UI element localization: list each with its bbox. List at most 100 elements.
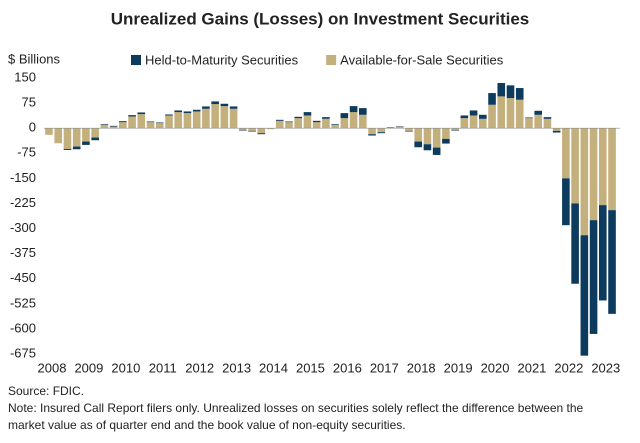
bar-segment bbox=[211, 101, 219, 105]
bar-segment bbox=[165, 114, 173, 116]
x-tick-label: 2008 bbox=[38, 360, 67, 375]
y-axis-label: $ Billions bbox=[8, 51, 61, 66]
bar-segment bbox=[146, 122, 155, 129]
y-tick-label: 75 bbox=[22, 95, 36, 110]
bar-segment bbox=[589, 128, 598, 221]
bar-segment bbox=[414, 128, 422, 142]
bar-segment bbox=[266, 128, 275, 130]
bar-segment bbox=[571, 128, 579, 204]
bar-segment bbox=[229, 108, 238, 129]
bar-segment bbox=[497, 83, 506, 97]
bar-segment bbox=[395, 126, 404, 129]
bar-segment bbox=[192, 111, 201, 129]
bar-segment bbox=[442, 128, 450, 139]
bar-segment bbox=[109, 126, 118, 129]
bar-segment bbox=[100, 124, 109, 129]
bar-segment bbox=[552, 128, 561, 131]
bar-segment bbox=[386, 127, 395, 129]
bar-segment bbox=[220, 106, 229, 129]
chart: Unrealized Gains (Losses) on Investment … bbox=[8, 9, 620, 375]
bar-segment bbox=[340, 118, 349, 129]
bar-segment bbox=[442, 138, 450, 144]
bar-segment bbox=[294, 118, 303, 129]
bar-segment bbox=[608, 210, 616, 314]
bar-segment bbox=[137, 112, 146, 115]
bar-segment bbox=[54, 128, 63, 144]
bar-segment bbox=[331, 124, 339, 129]
note-line: market value as of quarter end and the b… bbox=[8, 418, 406, 432]
y-tick-label: -675 bbox=[10, 345, 36, 360]
bar-segment bbox=[580, 235, 589, 356]
bar-segment bbox=[82, 128, 90, 142]
chart-title: Unrealized Gains (Losses) on Investment … bbox=[111, 9, 530, 28]
bar-segment bbox=[91, 128, 99, 138]
bar-segment bbox=[377, 128, 386, 133]
bar-segment bbox=[359, 114, 367, 129]
bar-segment bbox=[63, 128, 72, 149]
bar-segment bbox=[349, 112, 358, 129]
bar-segment bbox=[100, 124, 109, 125]
bar-segment bbox=[72, 128, 81, 147]
bar-segment bbox=[91, 137, 99, 141]
bar-segment bbox=[285, 121, 293, 123]
bar-segment bbox=[515, 99, 524, 129]
bar-segment bbox=[303, 112, 312, 116]
bar-segment bbox=[562, 178, 570, 226]
bar-segment bbox=[146, 121, 155, 123]
legend-swatch bbox=[326, 55, 337, 65]
bar-segment bbox=[183, 113, 192, 129]
bar-segment bbox=[174, 110, 183, 113]
bar-segment bbox=[202, 106, 210, 109]
bar-segment bbox=[377, 132, 386, 134]
bar-segment bbox=[580, 128, 589, 236]
bar-segment bbox=[414, 141, 422, 148]
y-tick-label: -225 bbox=[10, 195, 36, 210]
bar-segment bbox=[552, 130, 561, 133]
bar-segment bbox=[312, 120, 321, 123]
y-tick-label: -150 bbox=[10, 170, 36, 185]
bar-segment bbox=[543, 117, 552, 119]
bar-segment bbox=[405, 130, 413, 132]
y-tick-label: -600 bbox=[10, 320, 36, 335]
bar-segment bbox=[275, 120, 284, 129]
legend-swatch bbox=[131, 55, 141, 65]
bar-segment bbox=[257, 133, 266, 135]
x-tick-label: 2010 bbox=[111, 360, 140, 375]
bar-segment bbox=[460, 118, 469, 129]
bar-segment bbox=[322, 118, 330, 129]
bar-segment bbox=[368, 134, 376, 136]
bar-segment bbox=[368, 128, 376, 135]
bar-segment bbox=[72, 146, 81, 150]
bar-segment bbox=[488, 104, 496, 129]
x-tick-label: 2022 bbox=[554, 360, 583, 375]
bar-segment bbox=[257, 128, 266, 134]
legend-label: Available-for-Sale Securities bbox=[340, 52, 504, 67]
bar-segment bbox=[137, 114, 146, 129]
bar-segment bbox=[155, 123, 164, 129]
bar-segment bbox=[322, 117, 330, 119]
bar-segment bbox=[303, 115, 312, 129]
bar-segment bbox=[599, 205, 607, 301]
bar-segment bbox=[460, 115, 469, 119]
bar-segment bbox=[202, 108, 210, 129]
bar-segment bbox=[589, 220, 598, 334]
bar-segment bbox=[525, 118, 533, 129]
bar-segment bbox=[248, 128, 256, 131]
y-tick-label: -300 bbox=[10, 220, 36, 235]
bar-segment bbox=[571, 203, 579, 284]
bar-segment bbox=[543, 118, 552, 129]
bar-segment bbox=[525, 117, 533, 119]
bar-segment bbox=[285, 122, 293, 129]
y-tick-label: -450 bbox=[10, 270, 36, 285]
x-tick-label: 2020 bbox=[481, 360, 510, 375]
x-tick-label: 2013 bbox=[222, 360, 251, 375]
bar-segment bbox=[229, 106, 238, 109]
bar-segment bbox=[349, 106, 358, 113]
bar-segment bbox=[128, 115, 136, 117]
bar-segment bbox=[155, 122, 164, 124]
bar-segment bbox=[239, 128, 247, 130]
x-tick-label: 2019 bbox=[444, 360, 473, 375]
y-tick-label: -525 bbox=[10, 295, 36, 310]
bar-segment bbox=[82, 141, 90, 145]
